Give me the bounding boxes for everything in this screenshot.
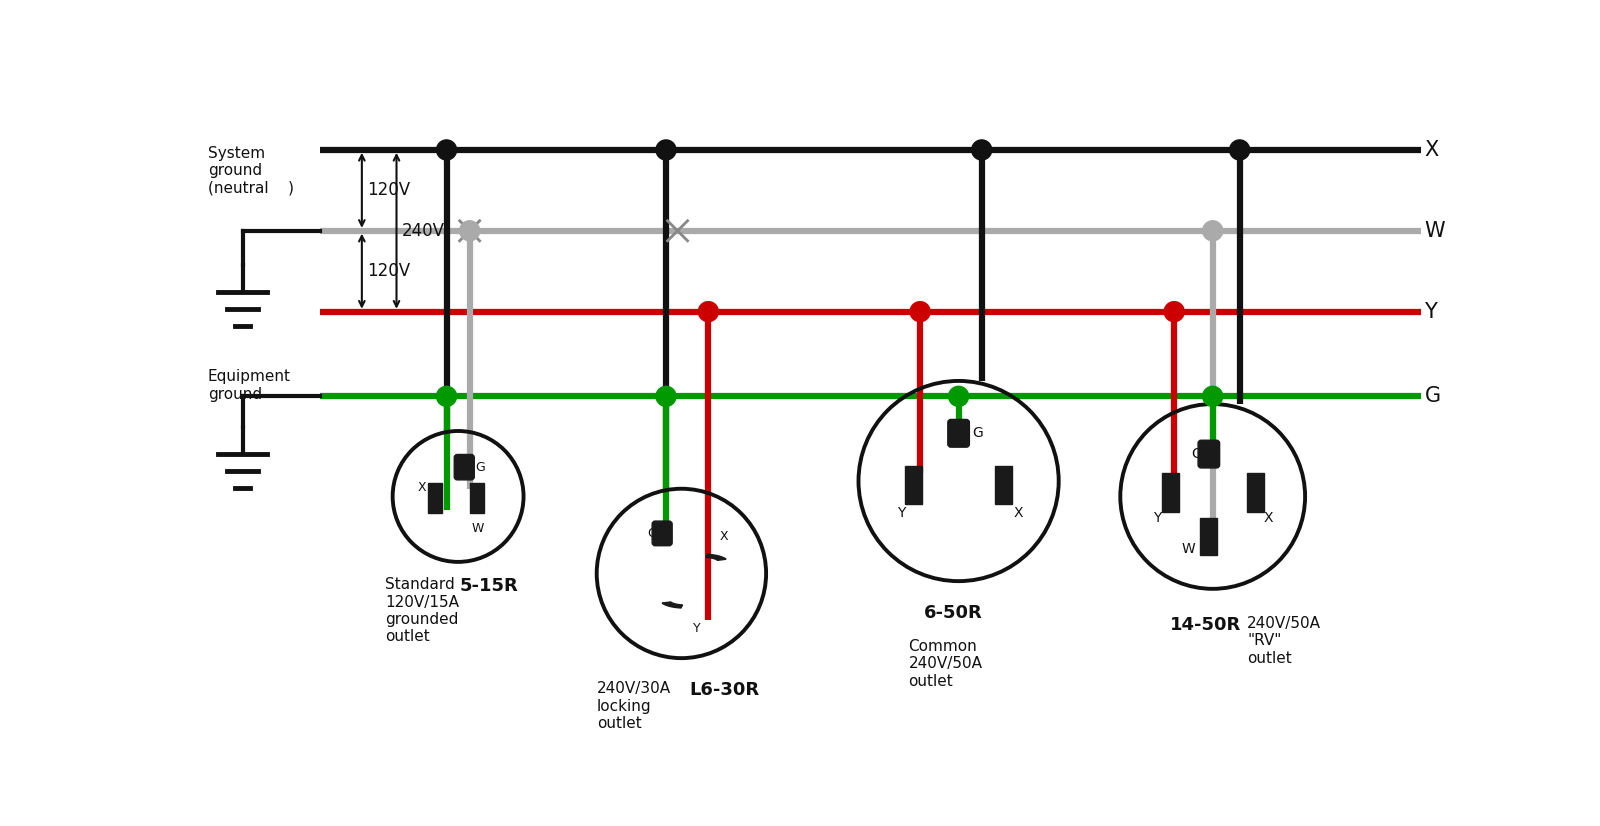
Text: W: W [470, 522, 483, 535]
Text: 14-50R: 14-50R [1170, 616, 1242, 634]
Text: G: G [973, 426, 984, 440]
Bar [470, 483, 485, 513]
Text: 240V/30A
locking
outlet: 240V/30A locking outlet [597, 681, 670, 731]
Circle shape [1165, 301, 1184, 321]
FancyBboxPatch shape [1198, 440, 1219, 468]
Text: System
ground
(neutral    ): System ground (neutral ) [208, 146, 294, 196]
Bar [1162, 473, 1179, 512]
Text: 240V: 240V [402, 222, 445, 240]
Text: W: W [1181, 542, 1195, 556]
Bar [906, 466, 923, 504]
Circle shape [971, 140, 992, 160]
Text: X: X [1424, 140, 1438, 160]
Circle shape [1230, 140, 1250, 160]
Text: Common
240V/50A
outlet: Common 240V/50A outlet [909, 638, 982, 689]
Text: G: G [475, 461, 485, 473]
FancyBboxPatch shape [653, 521, 672, 546]
Polygon shape [706, 554, 726, 560]
Circle shape [656, 140, 677, 160]
Text: L6-30R: L6-30R [690, 681, 760, 700]
Bar [429, 483, 442, 513]
Polygon shape [662, 602, 683, 608]
Text: X: X [418, 481, 427, 494]
Bar [1246, 473, 1264, 512]
Text: Standard
120V/15A
grounded
outlet: Standard 120V/15A grounded outlet [386, 577, 459, 644]
Text: W: W [1424, 221, 1445, 241]
Text: Y: Y [1154, 511, 1162, 525]
FancyBboxPatch shape [947, 420, 970, 447]
Text: 120V: 120V [368, 262, 410, 280]
Text: Equipment
ground: Equipment ground [208, 369, 291, 401]
Circle shape [437, 387, 456, 406]
FancyBboxPatch shape [454, 454, 474, 480]
Bar [995, 466, 1011, 504]
Text: X: X [1014, 506, 1024, 520]
Circle shape [1203, 221, 1222, 241]
Text: 240V/50A
"RV"
outlet: 240V/50A "RV" outlet [1248, 616, 1322, 666]
Text: Y: Y [896, 506, 906, 520]
Circle shape [459, 221, 480, 241]
Text: 6-50R: 6-50R [923, 605, 982, 622]
Circle shape [698, 301, 718, 321]
Circle shape [910, 301, 930, 321]
Circle shape [656, 387, 677, 406]
Text: 120V: 120V [368, 182, 410, 199]
Text: X: X [720, 530, 728, 543]
Text: Y: Y [1424, 301, 1437, 321]
Text: Y: Y [693, 622, 701, 635]
Text: G: G [1190, 447, 1202, 461]
Circle shape [1203, 387, 1222, 406]
Circle shape [437, 140, 456, 160]
Text: 5-15R: 5-15R [459, 577, 518, 596]
Circle shape [949, 387, 968, 406]
Text: G: G [646, 527, 656, 540]
Text: G: G [1424, 387, 1440, 406]
Text: X: X [1264, 511, 1274, 525]
Bar [1200, 518, 1218, 555]
